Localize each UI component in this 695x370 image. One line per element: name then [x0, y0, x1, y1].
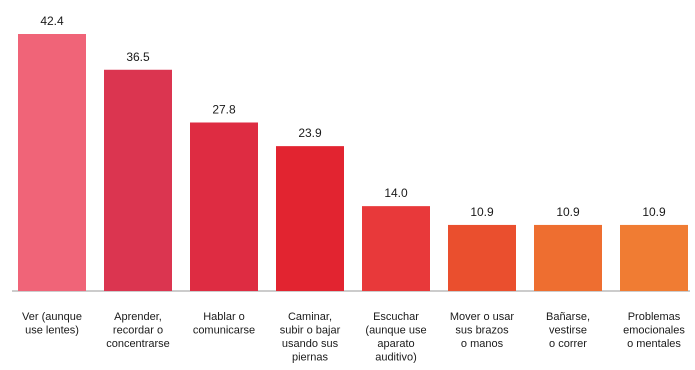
value-label-3: 27.8 — [212, 102, 236, 116]
category-label-line: Mover o usar — [450, 311, 515, 323]
category-label-line: usando sus — [282, 338, 339, 350]
bar-2 — [104, 69, 172, 291]
category-label-line: concentrarse — [106, 338, 170, 350]
bar-5 — [362, 206, 430, 291]
value-label-1: 42.4 — [40, 14, 64, 28]
category-label-line: o mentales — [627, 338, 681, 350]
category-label-line: Caminar, — [288, 311, 332, 323]
category-label-1: Ver (aunque use lentes) — [22, 311, 82, 337]
bar-6 — [448, 224, 516, 291]
bars-group — [18, 34, 688, 291]
category-label-line: emocionales — [623, 325, 685, 337]
category-label-2: Aprender, recordar o concentrarse — [106, 311, 170, 350]
value-labels-group: 42.4 36.5 27.8 23.9 14.0 10.9 10.9 10.9 — [40, 14, 666, 219]
category-label-line: comunicarse — [193, 325, 255, 337]
value-label-6: 10.9 — [470, 205, 494, 219]
bar-7 — [534, 224, 602, 291]
category-label-8: Problemas emocionales o mentales — [623, 311, 685, 350]
value-label-4: 23.9 — [298, 126, 322, 140]
category-label-line: auditivo) — [375, 352, 417, 364]
value-label-8: 10.9 — [642, 205, 666, 219]
category-label-line: Aprender, — [114, 311, 162, 323]
category-label-line: Problemas — [628, 311, 681, 323]
category-label-line: Hablar o — [203, 311, 245, 323]
category-labels-group: Ver (aunque use lentes) Aprender, recordar … — [22, 311, 685, 364]
category-label-line: use lentes) — [25, 325, 79, 337]
category-label-4: Caminar, subir o bajar usando sus piernas — [280, 311, 341, 364]
category-label-line: o correr — [549, 338, 587, 350]
category-label-line: aparato — [377, 338, 414, 350]
value-label-7: 10.9 — [556, 205, 580, 219]
category-label-7: Bañarse, vestirse o correr — [546, 311, 590, 350]
category-label-line: sus brazos — [455, 325, 509, 337]
category-label-line: recordar o — [113, 325, 163, 337]
category-label-line: o manos — [461, 338, 504, 350]
category-label-3: Hablar o comunicarse — [193, 311, 255, 337]
category-label-line: Bañarse, — [546, 311, 590, 323]
value-label-5: 14.0 — [384, 186, 408, 200]
bar-4 — [276, 146, 344, 291]
category-label-5: Escuchar (aunque use aparato auditivo) — [365, 311, 426, 364]
category-label-line: Escuchar — [373, 311, 419, 323]
value-label-2: 36.5 — [126, 50, 150, 64]
bar-3 — [190, 122, 258, 291]
category-label-line: (aunque use — [365, 325, 426, 337]
category-label-line: subir o bajar — [280, 325, 341, 337]
bar-8 — [620, 224, 688, 291]
category-label-line: vestirse — [549, 325, 587, 337]
category-label-6: Mover o usar sus brazos o manos — [450, 311, 515, 350]
category-label-line: piernas — [292, 352, 329, 364]
category-label-line: Ver (aunque — [22, 311, 82, 323]
bar-1 — [18, 34, 86, 291]
